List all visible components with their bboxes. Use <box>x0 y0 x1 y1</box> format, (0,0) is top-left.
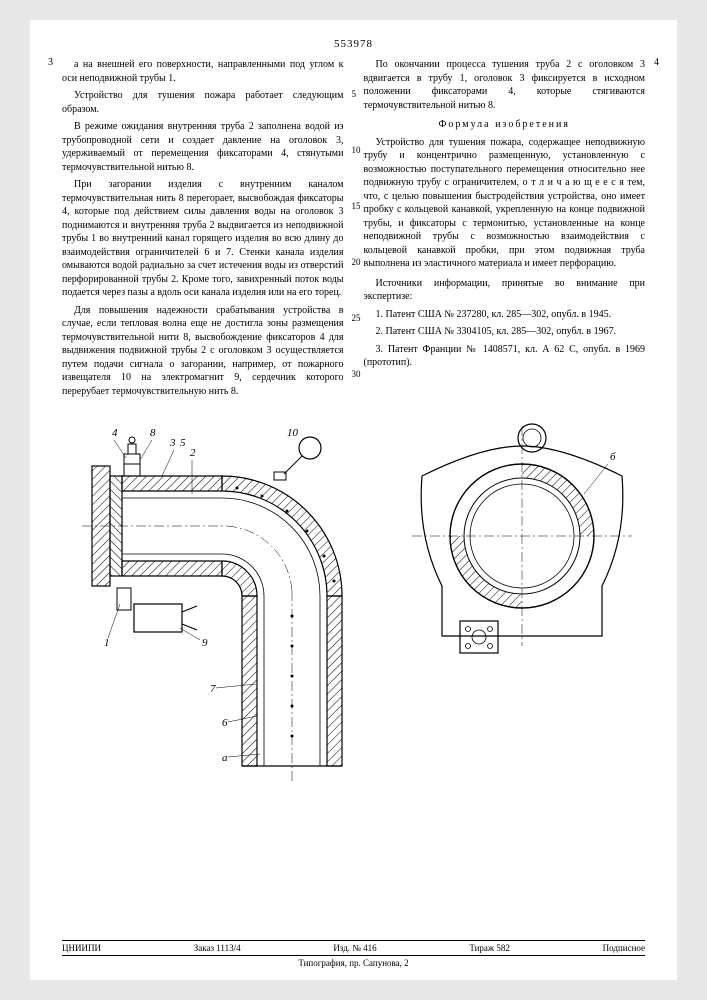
label-8: 8 <box>150 427 156 439</box>
footer-top-row: ЦНИИПИ Заказ 1113/4 Изд. № 416 Тираж 582… <box>62 940 645 956</box>
footer: ЦНИИПИ Заказ 1113/4 Изд. № 416 Тираж 582… <box>62 940 645 968</box>
label-3: 3 <box>169 437 176 449</box>
line-marker: 5 <box>352 88 357 100</box>
label-a: а <box>222 752 228 764</box>
line-marker: 25 <box>352 312 361 324</box>
end-view: б <box>412 424 632 653</box>
engineering-figure: 4 8 3 5 1 9 2 6 а 7 10 <box>62 416 645 816</box>
footer-order: Заказ 1113/4 <box>194 943 241 953</box>
label-9: 9 <box>202 637 208 649</box>
label-b: б <box>610 451 616 463</box>
label-7: 7 <box>210 683 216 695</box>
source-item: 1. Патент США № 237280, кл. 285—302, опу… <box>364 308 646 322</box>
line-marker: 10 <box>352 144 361 156</box>
line-marker: 15 <box>352 200 361 212</box>
label-6: 6 <box>222 717 228 729</box>
document-number: 553978 <box>62 38 645 50</box>
label-10: 10 <box>287 427 299 439</box>
claims-title: Формула изобретения <box>364 118 646 132</box>
para: При загорании изделия с внутренним канал… <box>62 178 344 300</box>
page-num-left: 3 <box>48 56 53 70</box>
footer-typo: Типография, пр. Сапунова, 2 <box>62 956 645 968</box>
para: Устройство для тушения пожара работает с… <box>62 89 344 116</box>
label-1: 1 <box>104 637 110 649</box>
sources-title: Источники информации, принятые во вниман… <box>364 277 646 304</box>
line-marker: 20 <box>352 256 361 268</box>
footer-org: ЦНИИПИ <box>62 943 101 953</box>
left-column: 3 а на внешней его поверхности, направле… <box>62 58 344 402</box>
side-view: 4 8 3 5 1 9 2 6 а 7 10 <box>82 427 342 781</box>
footer-sub: Подписное <box>603 943 645 953</box>
para: В режиме ожидания внутренняя труба 2 зап… <box>62 120 344 174</box>
para: Для повышения надежности срабатывания ус… <box>62 304 344 399</box>
page-container: 553978 3 а на внешней его поверхности, н… <box>30 20 677 980</box>
source-item: 3. Патент Франции № 1408571, кл. А 62 С,… <box>364 343 646 370</box>
para: По окончании процесса тушения труба 2 с … <box>364 58 646 112</box>
right-column: 4 5 10 15 20 25 30 По окончании процесса… <box>364 58 646 402</box>
label-4: 4 <box>112 427 118 439</box>
para: а на внешней его поверхности, направленн… <box>62 58 344 85</box>
line-marker: 30 <box>352 368 361 380</box>
text-columns: 3 а на внешней его поверхности, направле… <box>62 58 645 402</box>
footer-izd: Изд. № 416 <box>333 943 376 953</box>
label-5: 5 <box>180 437 186 449</box>
figure-svg: 4 8 3 5 1 9 2 6 а 7 10 <box>62 416 645 816</box>
label-2: 2 <box>190 447 196 459</box>
claim-text: Устройство для тушения пожара, содержаще… <box>364 136 646 271</box>
footer-tirazh: Тираж 582 <box>469 943 510 953</box>
page-num-right: 4 <box>654 56 659 70</box>
source-item: 2. Патент США № 3304105, кл. 285—302, оп… <box>364 325 646 339</box>
